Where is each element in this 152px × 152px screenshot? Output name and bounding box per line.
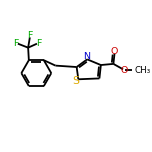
Text: CH₃: CH₃	[135, 66, 151, 74]
Text: F: F	[14, 39, 19, 48]
Text: S: S	[72, 76, 79, 86]
Text: F: F	[36, 39, 41, 48]
Text: O: O	[121, 66, 128, 75]
Text: F: F	[27, 31, 33, 40]
Text: N: N	[83, 52, 90, 61]
Text: O: O	[111, 47, 118, 56]
